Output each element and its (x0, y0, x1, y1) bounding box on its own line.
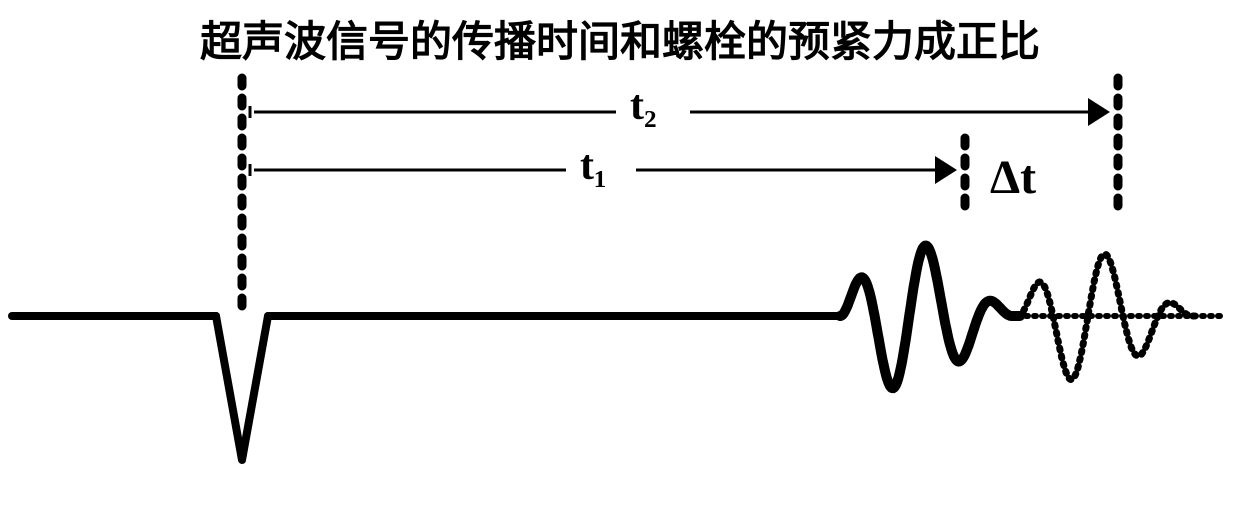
diagram-canvas: 超声波信号的传播时间和螺栓的预紧力成正比 t₂ t₁ Δt (0, 0, 1240, 518)
signal-plot (0, 0, 1240, 518)
